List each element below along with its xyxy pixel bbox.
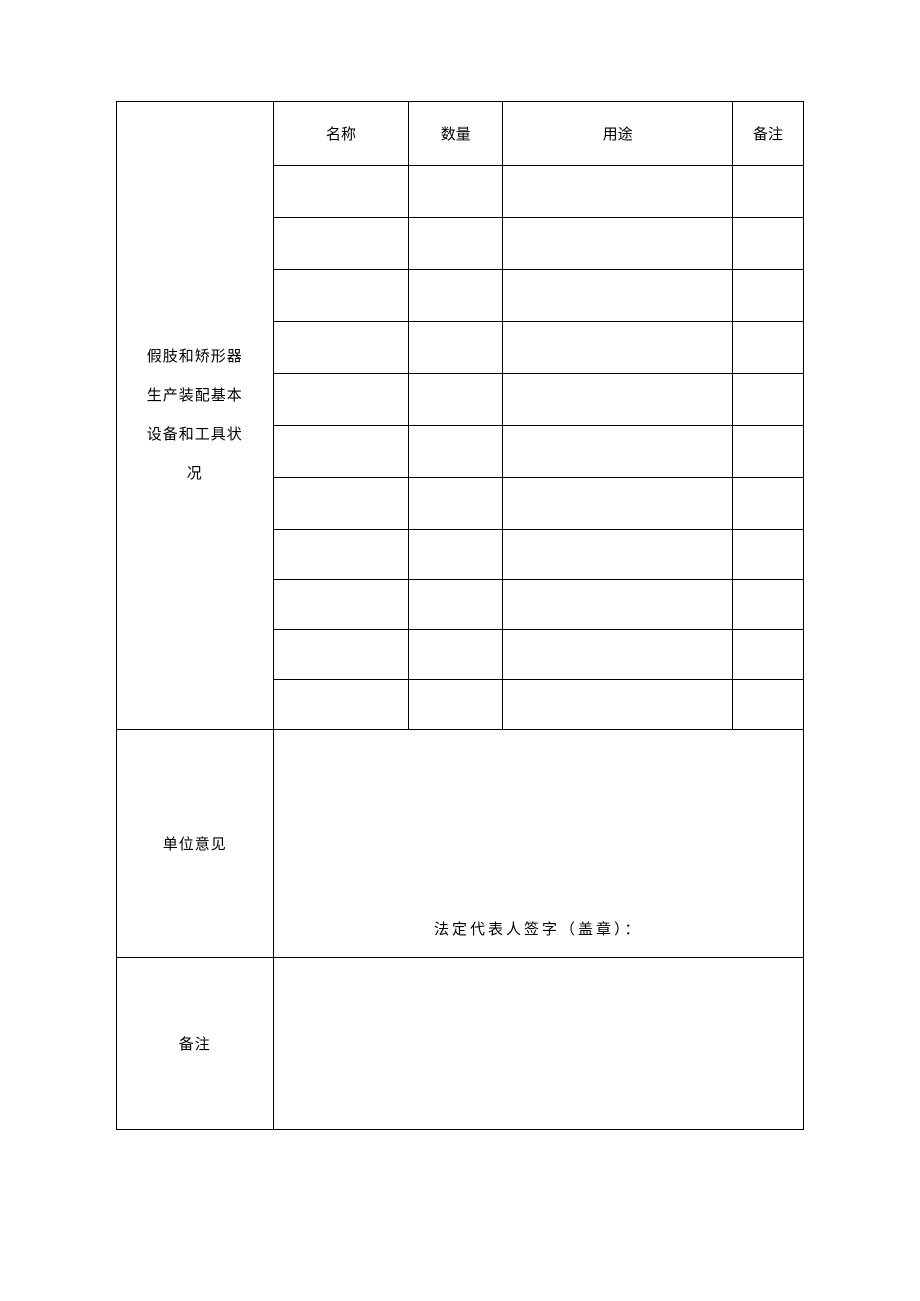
cell-note xyxy=(732,374,803,426)
cell-name xyxy=(273,530,409,580)
cell-name xyxy=(273,680,409,730)
header-purpose: 用途 xyxy=(503,102,733,166)
cell-quantity xyxy=(409,218,503,270)
cell-quantity xyxy=(409,270,503,322)
cell-purpose xyxy=(503,580,733,630)
section2-label-cell: 单位意见 xyxy=(117,730,274,958)
header-quantity: 数量 xyxy=(409,102,503,166)
section3-label-cell: 备注 xyxy=(117,958,274,1130)
cell-purpose xyxy=(503,374,733,426)
cell-purpose xyxy=(503,270,733,322)
cell-note xyxy=(732,322,803,374)
opinion-content-cell: 法定代表人签字（盖章）： xyxy=(273,730,803,958)
section1-label-line-1: 假肢和矫形器 xyxy=(147,349,243,365)
equipment-form-table: 假肢和矫形器 生产装配基本 设备和工具状 况 名称 数量 用途 备注 xyxy=(116,101,804,1130)
cell-purpose xyxy=(503,426,733,478)
cell-note xyxy=(732,680,803,730)
cell-quantity xyxy=(409,322,503,374)
cell-name xyxy=(273,374,409,426)
header-row: 假肢和矫形器 生产装配基本 设备和工具状 况 名称 数量 用途 备注 xyxy=(117,102,804,166)
cell-note xyxy=(732,530,803,580)
cell-quantity xyxy=(409,426,503,478)
cell-quantity xyxy=(409,580,503,630)
section2-label: 单位意见 xyxy=(163,837,227,853)
remark-content-cell xyxy=(273,958,803,1130)
cell-note xyxy=(732,270,803,322)
cell-purpose xyxy=(503,478,733,530)
cell-name xyxy=(273,322,409,374)
cell-purpose xyxy=(503,630,733,680)
cell-note xyxy=(732,218,803,270)
cell-purpose xyxy=(503,322,733,374)
section1-label: 假肢和矫形器 生产装配基本 设备和工具状 况 xyxy=(117,338,273,494)
cell-note xyxy=(732,630,803,680)
section3-label: 备注 xyxy=(179,1037,211,1053)
header-note: 备注 xyxy=(732,102,803,166)
section1-label-line-2: 生产装配基本 xyxy=(147,388,243,404)
header-name: 名称 xyxy=(273,102,409,166)
section1-label-cell: 假肢和矫形器 生产装配基本 设备和工具状 况 xyxy=(117,102,274,730)
section1-label-line-4: 况 xyxy=(187,466,203,482)
cell-note xyxy=(732,478,803,530)
opinion-row: 单位意见 法定代表人签字（盖章）： xyxy=(117,730,804,958)
signature-text: 法定代表人签字（盖章）： xyxy=(274,918,803,939)
form-table-container: 假肢和矫形器 生产装配基本 设备和工具状 况 名称 数量 用途 备注 xyxy=(116,101,804,1130)
cell-purpose xyxy=(503,166,733,218)
cell-quantity xyxy=(409,166,503,218)
cell-purpose xyxy=(503,530,733,580)
cell-name xyxy=(273,478,409,530)
cell-name xyxy=(273,426,409,478)
remark-row: 备注 xyxy=(117,958,804,1130)
cell-quantity xyxy=(409,374,503,426)
cell-quantity xyxy=(409,530,503,580)
cell-name xyxy=(273,630,409,680)
cell-quantity xyxy=(409,630,503,680)
cell-name xyxy=(273,580,409,630)
cell-name xyxy=(273,218,409,270)
cell-note xyxy=(732,426,803,478)
cell-quantity xyxy=(409,478,503,530)
section1-label-line-3: 设备和工具状 xyxy=(147,427,243,443)
cell-name xyxy=(273,270,409,322)
cell-note xyxy=(732,580,803,630)
cell-quantity xyxy=(409,680,503,730)
cell-name xyxy=(273,166,409,218)
cell-purpose xyxy=(503,680,733,730)
cell-purpose xyxy=(503,218,733,270)
cell-note xyxy=(732,166,803,218)
